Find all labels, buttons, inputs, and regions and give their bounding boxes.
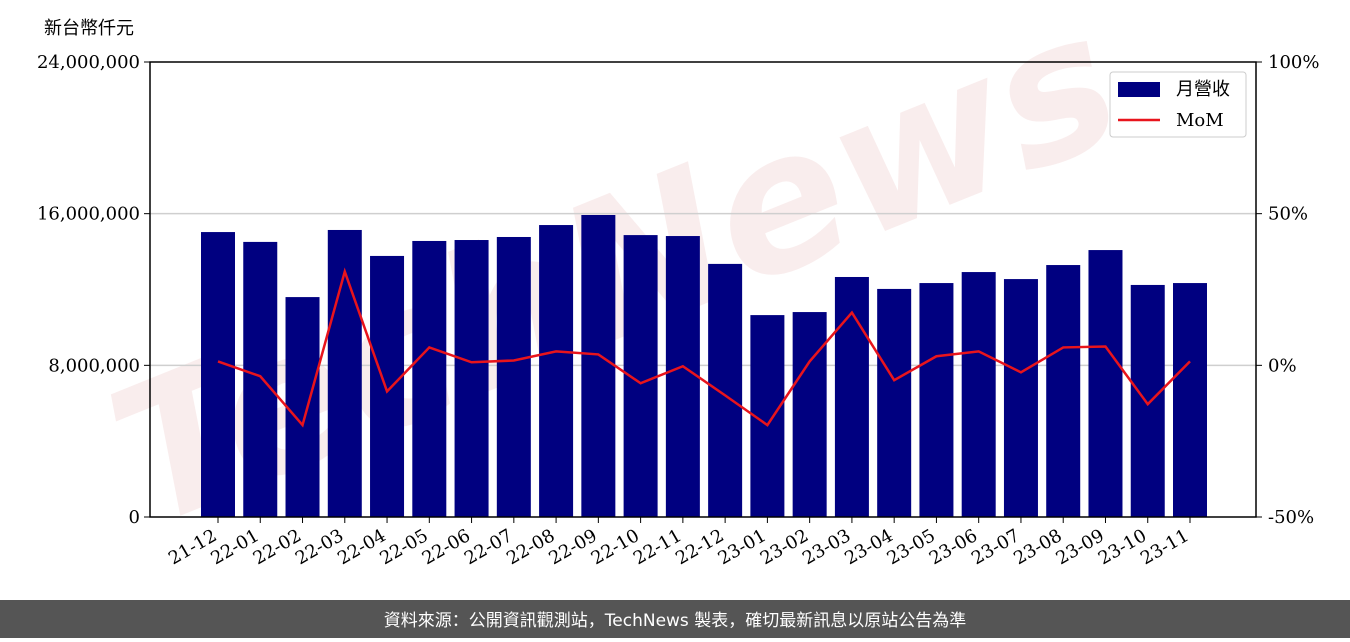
bar bbox=[327, 229, 362, 518]
bar bbox=[412, 240, 447, 517]
y-tick-label: 0 bbox=[129, 507, 140, 528]
bar bbox=[961, 272, 996, 517]
bar bbox=[1003, 279, 1038, 517]
footer-text: 資料來源：公開資訊觀測站，TechNews 製表，確切最新訊息以原站公告為準 bbox=[384, 611, 966, 631]
line bbox=[217, 267, 1191, 428]
legend-label: 月營收 bbox=[1176, 79, 1230, 100]
bar bbox=[877, 288, 912, 517]
bar bbox=[792, 312, 827, 517]
y-axis-label: 新台幣仟元 bbox=[44, 18, 134, 39]
bar bbox=[708, 263, 743, 517]
bar bbox=[834, 276, 869, 517]
legend-swatch bbox=[1118, 82, 1160, 97]
y2-tick-label: -50% bbox=[1268, 507, 1314, 528]
y2-tick-label: 50% bbox=[1268, 204, 1308, 225]
bar bbox=[285, 297, 320, 517]
bar bbox=[370, 255, 405, 517]
footer-bar bbox=[0, 600, 1350, 638]
y2-tick-label: 100% bbox=[1268, 52, 1319, 73]
plot-frame bbox=[149, 61, 1257, 518]
bar bbox=[665, 236, 700, 517]
bar bbox=[1173, 283, 1207, 517]
bar bbox=[1046, 265, 1081, 517]
y-tick-label: 16,000,000 bbox=[37, 204, 140, 225]
bar bbox=[1088, 250, 1123, 518]
x-tick-label: 23-11 bbox=[1137, 525, 1192, 569]
bar bbox=[243, 241, 278, 517]
bar bbox=[539, 225, 574, 517]
y-tick-label: 8,000,000 bbox=[48, 355, 140, 376]
bar bbox=[919, 283, 954, 517]
y-tick-label: 24,000,000 bbox=[37, 52, 140, 73]
bar bbox=[454, 240, 489, 518]
legend-label: MoM bbox=[1176, 110, 1224, 131]
y2-tick-label: 0% bbox=[1268, 355, 1297, 376]
bar bbox=[581, 214, 616, 517]
legend: 月營收 MoM bbox=[1109, 71, 1247, 138]
bar bbox=[496, 236, 531, 517]
bar bbox=[201, 232, 235, 517]
bar bbox=[1130, 284, 1165, 517]
